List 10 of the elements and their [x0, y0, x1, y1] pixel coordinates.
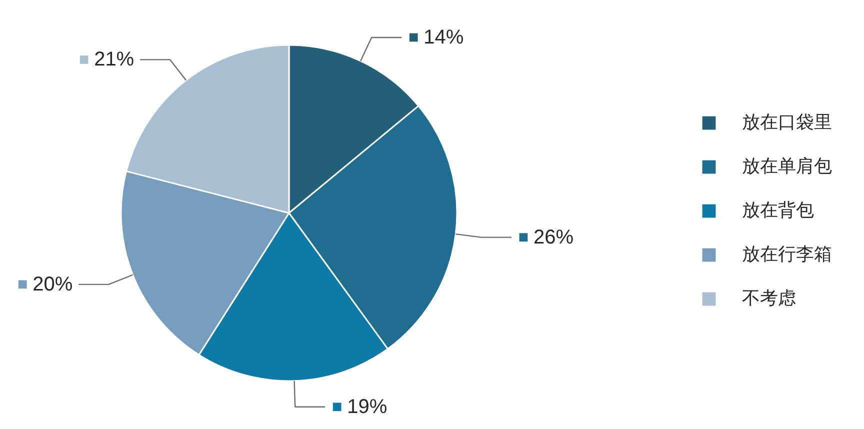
- data-label: 21%: [94, 48, 134, 71]
- legend-label: 放在单肩包: [742, 156, 832, 176]
- legend-label: 放在口袋里: [742, 112, 832, 132]
- legend-label: 放在背包: [742, 200, 814, 220]
- data-label: 19%: [347, 396, 388, 418]
- legend-label: 放在行李箱: [742, 244, 832, 264]
- legend-label: 不考虑: [742, 288, 796, 308]
- data-label: 14%: [424, 26, 464, 48]
- data-label: 26%: [533, 226, 574, 248]
- data-label: 20%: [32, 273, 73, 296]
